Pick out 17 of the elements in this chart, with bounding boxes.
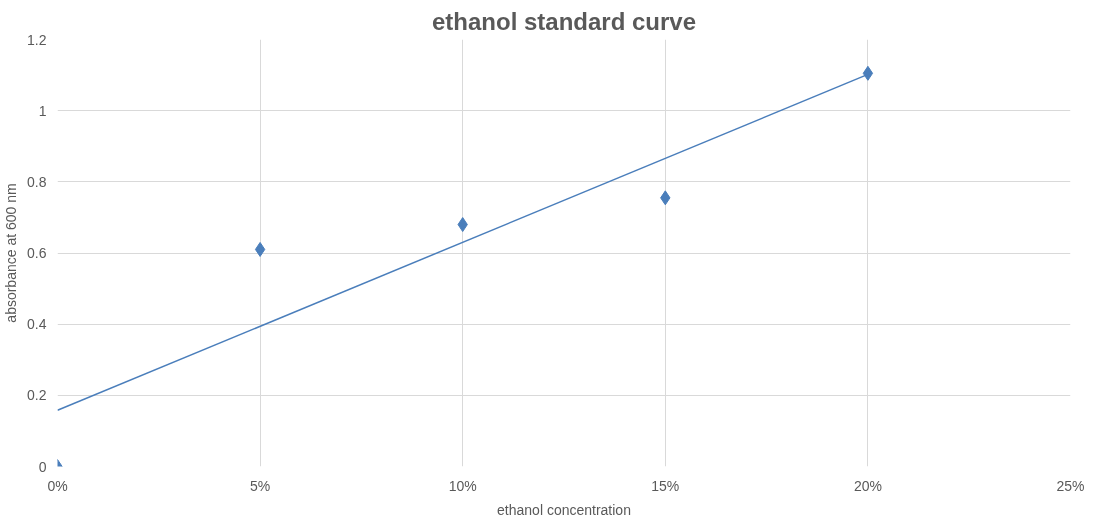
x-tick-label: 0% (47, 477, 68, 494)
point (254, 241, 266, 257)
x-tick-label: 25% (1056, 477, 1085, 494)
chart-title: ethanol standard curve (431, 7, 697, 35)
x-axis-title: ethanol concentration (497, 501, 631, 518)
y-tick-label: 0.2 (27, 387, 47, 404)
x-tick-label: 10% (448, 477, 477, 494)
y-tick-label: 0.8 (27, 173, 47, 190)
x-tick-label: 15% (651, 477, 680, 494)
x-tick-label: 20% (853, 477, 882, 494)
y-axis-title: absorbance at 600 nm (3, 183, 20, 323)
y-tick-label: 1.2 (27, 31, 47, 48)
x-tick-label: 5% (249, 477, 271, 494)
y-tick-label: 1 (38, 102, 47, 119)
y-tick-label: 0 (38, 458, 47, 475)
y-tick-label: 0.4 (27, 316, 47, 333)
y-tick-label: 0.6 (27, 245, 47, 261)
